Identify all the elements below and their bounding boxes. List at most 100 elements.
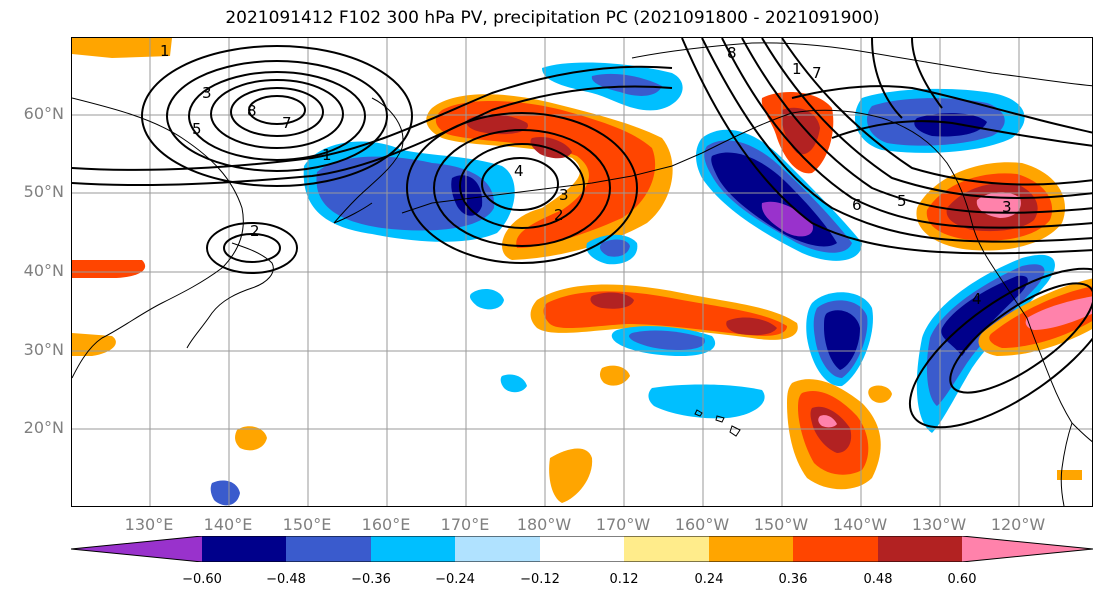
colorbar-segment: [624, 536, 709, 562]
contour-label: 3: [559, 186, 569, 204]
pv-contour-s1: [206, 222, 298, 274]
pv-contour-n1: [72, 65, 673, 171]
pv-contour-t4: [761, 38, 1092, 199]
pv-contour-c2: [433, 129, 611, 247]
coast-asia-east: [72, 97, 244, 379]
coast-kuril: [333, 202, 373, 224]
contour-label: 8: [727, 44, 737, 62]
contour-label: 1: [322, 146, 332, 164]
contour-label: 5: [192, 120, 202, 138]
contour-label: 3: [1002, 198, 1012, 216]
colorbar-tick: 0.24: [694, 572, 724, 587]
contour-labels: 1 3 5 7 8 2 1 4 3 2 8 6 5 1 7 4 3: [160, 42, 1012, 308]
colorbar-tick: −0.12: [520, 572, 560, 587]
contour-label: 1: [160, 42, 170, 60]
contour-label: 8: [247, 102, 257, 120]
colorbar-segment: [878, 536, 962, 562]
colorbar-segment: [793, 536, 878, 562]
fill-purple-gulf-core: [761, 201, 813, 237]
pv-contour-c1: [406, 112, 638, 264]
fill-dark-alaska-core: [914, 113, 987, 137]
coast-hawaii-3: [729, 425, 741, 437]
fill-orange-blob-40n-west: [72, 260, 146, 278]
lon-label-140w: 140°W: [832, 515, 888, 534]
colorbar-segments: [71, 536, 1093, 562]
contour-label: 4: [972, 290, 982, 308]
map-canvas: 1 3 5 7 8 2 1 4 3 2 8 6 5 1 7 4 3: [72, 38, 1092, 506]
fill-red-east-core: [466, 114, 528, 135]
fill-orange-blob-right: [1057, 470, 1082, 480]
lon-label-140e: 140°E: [203, 515, 253, 534]
fill-orange-blob-140w-north: [868, 385, 892, 403]
graticule: [72, 38, 1092, 506]
contour-label: 5: [897, 192, 907, 210]
pv-contour-w3: [188, 71, 366, 161]
map-panel: 1 3 5 7 8 2 1 4 3 2 8 6 5 1 7 4 3: [71, 37, 1093, 507]
fill-orange-east-mid: [435, 100, 656, 248]
lon-label-120w: 120°W: [990, 515, 1046, 534]
lon-label-150w: 150°W: [753, 515, 809, 534]
pv-contour-t6: [681, 38, 1092, 255]
lon-label-170e: 170°E: [440, 515, 490, 534]
pv-contour-n3: [791, 85, 1092, 134]
contour-label: 7: [812, 64, 822, 82]
contour-label: 2: [250, 222, 260, 240]
lat-label-30n: 30°N: [23, 340, 64, 359]
contour-label: 7: [282, 114, 292, 132]
colorbar-segment: [202, 536, 286, 562]
fill-topleft-orange: [72, 38, 172, 58]
coast-aleutians: [401, 152, 703, 214]
fill-pink-ca-east: [1025, 296, 1092, 330]
coast-baja: [1060, 422, 1073, 506]
lon-label-180w: 180°W: [516, 515, 572, 534]
lon-label-130w: 130°W: [911, 515, 967, 534]
colorbar-tick: 0.60: [947, 572, 977, 587]
colorbar-segment: [371, 536, 455, 562]
fill-darkred-30n-2: [726, 317, 777, 336]
colorbar-tick: 0.36: [778, 572, 808, 587]
lon-label-160w: 160°W: [674, 515, 730, 534]
colorbar-segment: [962, 536, 1093, 562]
colorbar-tick: 0.12: [609, 572, 639, 587]
fill-orange-blob-tropics-1: [549, 448, 593, 503]
fill-bluemid-band-32n: [629, 330, 705, 350]
pv-contour-w6: [248, 95, 306, 125]
contour-label: 1: [792, 60, 802, 78]
pv-contour-t1: [701, 38, 1092, 243]
colorbar-segment: [709, 536, 793, 562]
pv-contour-c3: [459, 143, 585, 229]
pv-contour-w1: [141, 45, 413, 187]
pv-contour-c4: [481, 157, 559, 211]
pv-contour-n6: [911, 38, 943, 109]
fill-dark-140w: [824, 310, 860, 370]
lon-label-130e: 130°E: [124, 515, 174, 534]
coast-us-west: [1026, 317, 1092, 443]
coast-hawaii-2: [715, 415, 725, 423]
fill-blue-hawaii: [648, 384, 765, 419]
precip-fill-layer: [72, 38, 1092, 506]
colorbar: [71, 536, 1093, 562]
contour-label: 4: [514, 162, 524, 180]
pv-contour-n4: [831, 120, 1092, 147]
fill-red-gulf-north: [781, 107, 820, 155]
contour-label: 2: [554, 206, 564, 224]
lat-label-20n: 20°N: [23, 418, 64, 437]
coast-kamchatka: [333, 97, 404, 224]
colorbar-tick: 0.48: [863, 572, 893, 587]
colorbar-segment: [455, 536, 540, 562]
pv-contour-s2: [223, 233, 281, 263]
pv-contour-t2: [721, 38, 1092, 229]
fill-blue-west-mid: [316, 156, 495, 231]
fill-blue-north-central-core: [591, 73, 662, 96]
colorbar-tick: −0.60: [182, 572, 222, 587]
fill-bluemid-blob-c: [600, 239, 630, 257]
pv-contour-t5: [781, 38, 1092, 186]
pv-contour-w2: [166, 60, 388, 172]
fill-blue-west-core: [451, 175, 483, 216]
fill-orange-blob-tropics-2: [599, 365, 630, 386]
fill-darkred-30n-1: [590, 292, 634, 309]
pv-contour-ca2: [949, 282, 1092, 394]
pv-contours: [72, 38, 1092, 429]
lon-label-150e: 150°E: [282, 515, 332, 534]
lon-label-160e: 160°E: [361, 515, 411, 534]
